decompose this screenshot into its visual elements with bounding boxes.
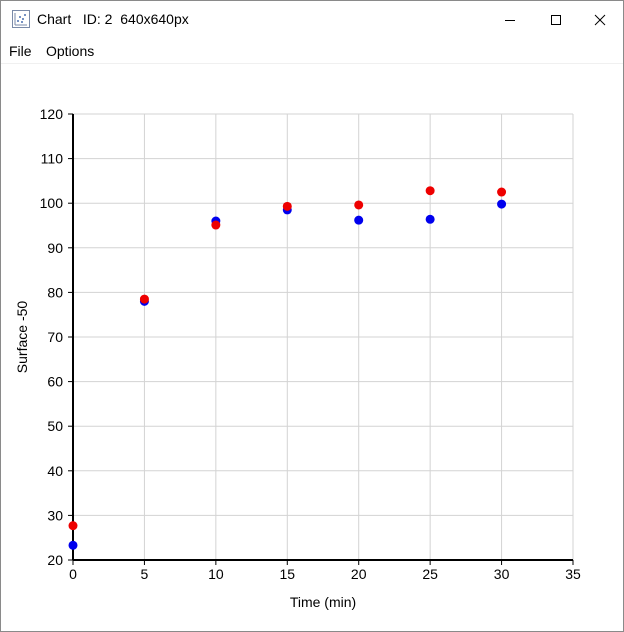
y-tick-label: 60 — [47, 374, 63, 390]
x-tick-label: 30 — [494, 566, 510, 582]
title-bar[interactable]: Chart ID: 2 640x640px — [1, 1, 623, 39]
y-tick-label: 90 — [47, 240, 63, 256]
menu-bar: File Options — [1, 39, 623, 64]
data-point-series-2 — [354, 200, 364, 210]
y-tick-label: 100 — [40, 195, 64, 211]
data-point-series-2 — [282, 201, 292, 211]
minimize-icon — [505, 20, 515, 21]
data-point-series-1 — [68, 540, 78, 550]
chart-area: 0 5 10 15 20 25 30 35 20 30 40 50 60 70 80 90 100 110 120 … — [1, 64, 623, 631]
menu-options[interactable]: Options — [46, 43, 95, 59]
data-point-series-1 — [497, 199, 507, 209]
x-tick-label: 35 — [565, 566, 581, 582]
y-tick-label: 40 — [47, 463, 63, 479]
x-tick-label: 20 — [351, 566, 367, 582]
y-tick-label: 120 — [40, 106, 64, 122]
y-tick-label: 80 — [47, 284, 63, 300]
x-tick-label: 10 — [208, 566, 224, 582]
data-point-series-2 — [139, 294, 149, 304]
maximize-icon — [551, 15, 561, 25]
data-point-series-2 — [497, 187, 507, 197]
data-point-series-1 — [425, 214, 435, 224]
y-tick-label: 50 — [47, 418, 63, 434]
x-tick-label: 0 — [69, 566, 77, 582]
close-icon — [594, 14, 606, 26]
tick-labels: 0 5 10 15 20 25 30 35 20 30 40 50 60 70 80 90 100 110 120 — [40, 106, 581, 582]
data-point-series-2 — [211, 220, 221, 230]
data-point-series-1 — [354, 215, 364, 225]
close-button[interactable] — [577, 1, 623, 39]
minimize-button[interactable] — [487, 1, 533, 39]
y-tick-label: 70 — [47, 329, 63, 345]
x-tick-label: 25 — [422, 566, 438, 582]
maximize-button[interactable] — [533, 1, 579, 39]
y-axis-label: Surface -50 — [14, 301, 30, 374]
x-tick-label: 15 — [279, 566, 295, 582]
y-tick-label: 110 — [41, 151, 64, 167]
data-points — [68, 186, 507, 550]
grid — [72, 113, 574, 561]
window-title: Chart ID: 2 640x640px — [37, 11, 189, 27]
menu-file[interactable]: File — [9, 43, 32, 59]
data-point-series-2 — [425, 186, 435, 196]
y-tick-label: 20 — [47, 552, 63, 568]
scatter-chart: 0 5 10 15 20 25 30 352030405060708090100110120 … — [14, 106, 581, 610]
x-axis-label: Time (min) — [290, 594, 356, 610]
data-point-series-2 — [68, 521, 78, 531]
chart-app-icon — [12, 10, 30, 28]
x-tick-label: 5 — [141, 566, 149, 582]
y-tick-label: 30 — [47, 507, 63, 523]
